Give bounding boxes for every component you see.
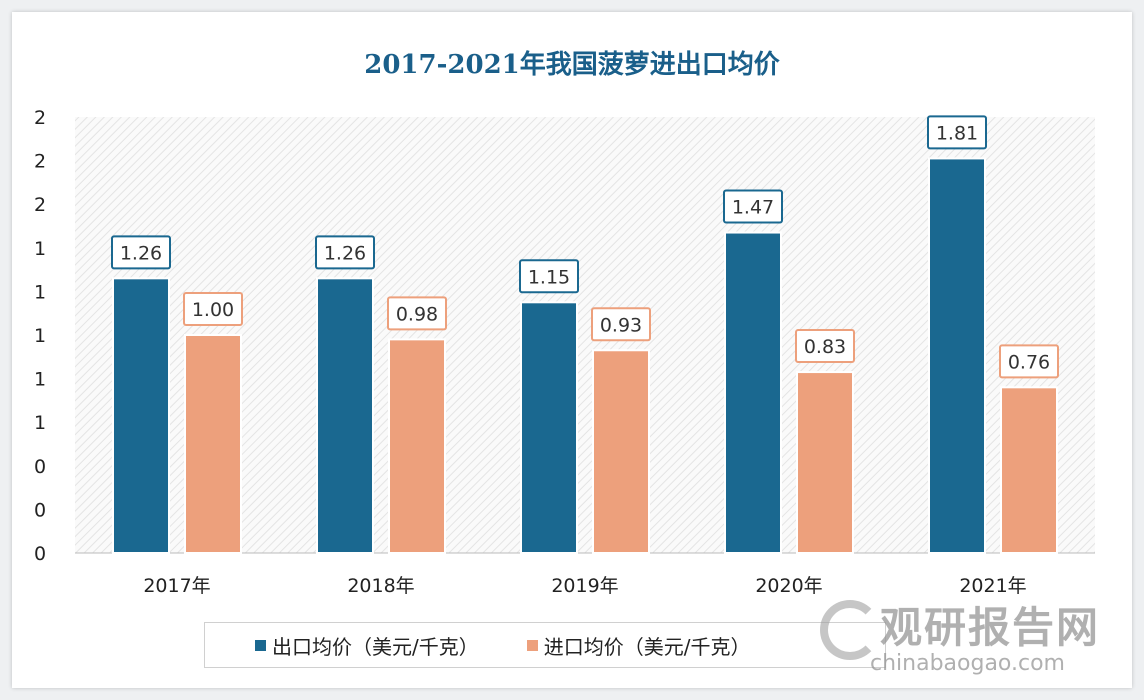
x-tick-label: 2020年 (755, 575, 822, 597)
y-tick-label: 1 (34, 238, 46, 260)
x-tick-label: 2021年 (959, 575, 1026, 597)
y-tick-label: 0 (34, 499, 46, 521)
bar-import (796, 371, 854, 554)
data-label: 1.15 (528, 266, 570, 288)
bar-import (184, 334, 242, 554)
data-label: 1.81 (936, 122, 978, 144)
bar-export (112, 277, 170, 554)
legend-label-import: 进口均价（美元/千克） (543, 634, 751, 659)
data-label: 0.93 (600, 314, 642, 336)
data-label: 1.00 (192, 299, 234, 321)
data-label: 0.98 (396, 303, 438, 325)
y-tick-label: 2 (34, 107, 46, 129)
watermark-logo-icon (820, 600, 880, 660)
data-label-box (111, 235, 171, 270)
data-label-box (795, 329, 855, 364)
legend-item-export[interactable]: 出口均价（美元/千克） (255, 631, 479, 660)
bar-import (388, 338, 446, 554)
data-label-box (927, 115, 987, 150)
y-tick-label: 2 (34, 194, 46, 216)
data-label-box (723, 189, 783, 224)
legend-label-export: 出口均价（美元/千克） (272, 634, 479, 659)
data-label: 0.83 (804, 336, 846, 358)
data-label-box (315, 235, 375, 270)
watermark: 观研报告网 chinabaogao.com (820, 594, 1101, 676)
data-label: 0.76 (1008, 351, 1050, 373)
data-label-box (999, 344, 1059, 379)
data-label-box (183, 292, 243, 326)
watermark-cn: 观研报告网 (880, 603, 1101, 652)
legend: 出口均价（美元/千克） 进口均价（美元/千克） (204, 622, 886, 668)
data-label-box (387, 296, 447, 331)
y-tick-label: 0 (34, 543, 46, 565)
bar-import (1000, 386, 1058, 554)
bar-export (724, 231, 782, 554)
watermark-en: chinabaogao.com (870, 651, 1065, 676)
bar-export (520, 301, 578, 554)
x-tick-label: 2019年 (551, 575, 618, 597)
plot-area (75, 117, 1095, 553)
data-label: 1.47 (732, 197, 774, 219)
bar-import (592, 349, 650, 555)
y-tick-label: 1 (34, 325, 46, 347)
legend-swatch-export (255, 639, 266, 651)
y-tick-label: 1 (34, 369, 46, 391)
chart-title: 2017-2021年我国菠萝进出口均价 (364, 50, 780, 80)
bar-export (316, 277, 374, 554)
legend-swatch-import (526, 639, 538, 651)
data-label-box (519, 259, 579, 294)
bar-chart: 0 0 0 1 1 1 1 1 2 2 2 2017年 1.26 1.00 2018年 1.26 0.98 201… (34, 107, 1095, 597)
x-tick-label: 2017年 (143, 575, 210, 597)
y-tick-label: 1 (34, 281, 46, 303)
data-label-box (591, 307, 651, 342)
y-tick-label: 0 (34, 456, 46, 478)
data-label: 1.26 (324, 242, 366, 264)
data-label: 1.26 (120, 242, 162, 264)
y-tick-label: 2 (34, 151, 46, 173)
legend-item-import[interactable]: 进口均价（美元/千克） (526, 631, 751, 660)
x-tick-label: 2018年 (347, 575, 414, 597)
y-tick-label: 1 (34, 412, 46, 434)
bar-export (928, 157, 986, 554)
